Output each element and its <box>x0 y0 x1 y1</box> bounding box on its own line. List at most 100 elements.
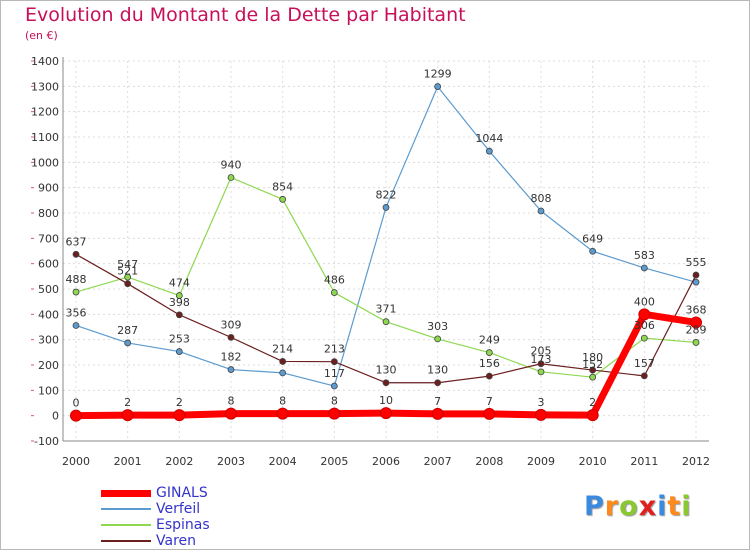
data-label: 7 <box>434 395 441 408</box>
x-tick-label: 2002 <box>165 455 193 468</box>
data-point <box>586 409 599 422</box>
proxiti-logo: Proxiti <box>584 491 692 522</box>
data-point <box>382 318 390 326</box>
y-tick-label: 300 <box>38 334 59 347</box>
data-label: 3 <box>538 396 545 409</box>
chart-subtitle: (en €) <box>25 29 58 42</box>
y-tick-label: 500 <box>38 283 59 296</box>
data-label: 253 <box>169 333 190 346</box>
data-label: 1044 <box>475 132 503 145</box>
data-point <box>535 408 547 421</box>
x-tick-label: 2008 <box>475 455 503 468</box>
x-tick-label: 2004 <box>269 455 297 468</box>
data-label: 854 <box>272 180 293 193</box>
y-tick-label: 1100 <box>31 131 59 144</box>
data-label: 356 <box>66 306 87 319</box>
data-point <box>72 288 80 296</box>
data-point <box>380 407 392 420</box>
data-label: 637 <box>66 235 87 248</box>
data-point <box>640 334 648 342</box>
data-label: 173 <box>531 353 552 366</box>
data-label: 1299 <box>424 68 452 81</box>
data-label: 157 <box>634 357 655 370</box>
data-point <box>227 333 235 341</box>
data-label: 474 <box>169 277 190 290</box>
legend-swatch <box>101 508 151 510</box>
y-tick-label: 400 <box>38 308 59 321</box>
x-tick-label: 2011 <box>630 455 658 468</box>
y-tick-label: 100 <box>38 384 59 397</box>
data-label: 8 <box>279 395 286 408</box>
y-tick-label: 200 <box>38 359 59 372</box>
legend-swatch <box>101 489 151 497</box>
data-point <box>175 348 183 355</box>
data-point <box>72 250 80 258</box>
data-point <box>638 308 651 321</box>
data-label: 205 <box>531 345 552 358</box>
data-point <box>227 366 235 373</box>
data-point <box>434 379 442 387</box>
data-point <box>328 407 341 420</box>
y-tick-label: 900 <box>38 182 59 195</box>
data-point <box>589 247 597 255</box>
data-label: 7 <box>486 395 493 408</box>
legend-label: Espinas <box>156 517 210 533</box>
legend-label: Varen <box>156 533 197 549</box>
data-label: 940 <box>221 159 242 172</box>
data-label: 8 <box>331 395 338 408</box>
legend-swatch <box>101 524 151 526</box>
data-label: 649 <box>582 232 603 245</box>
data-label: 182 <box>221 351 242 364</box>
data-label: 2 <box>124 396 131 409</box>
data-point <box>225 407 237 420</box>
data-point <box>124 273 132 281</box>
data-point <box>124 280 132 288</box>
data-point <box>692 271 700 279</box>
data-label: 486 <box>324 274 345 287</box>
data-point <box>640 372 648 380</box>
data-label: 583 <box>634 249 655 262</box>
data-point <box>640 264 648 272</box>
y-tick-label: 0 <box>52 410 59 423</box>
data-label: 2 <box>589 396 596 409</box>
data-label: 808 <box>531 192 552 205</box>
x-tick-label: 2005 <box>320 455 348 468</box>
data-label: 249 <box>479 334 500 347</box>
data-point <box>382 204 390 211</box>
data-label: 0 <box>73 397 80 410</box>
data-label: 117 <box>324 367 345 380</box>
chart-title: Evolution du Montant de la Dette par Hab… <box>25 4 466 26</box>
x-tick-label: 2012 <box>682 455 710 468</box>
y-tick-label: 700 <box>38 232 59 245</box>
y-tick-label: -100 <box>34 435 59 448</box>
data-label: 289 <box>686 323 707 336</box>
y-tick-label: 1400 <box>31 55 59 68</box>
data-point <box>330 382 338 390</box>
data-label: 371 <box>376 303 397 316</box>
data-label: 303 <box>427 320 448 333</box>
data-label: 521 <box>117 265 138 278</box>
data-point <box>173 409 186 422</box>
x-tick-label: 2007 <box>424 455 452 468</box>
x-tick-label: 2009 <box>527 455 555 468</box>
data-label: 400 <box>634 295 655 308</box>
data-point <box>485 372 493 380</box>
legend-item-ginals: GINALS <box>101 485 208 501</box>
data-label: 214 <box>272 342 293 355</box>
data-point <box>434 335 442 343</box>
data-label: 822 <box>376 188 397 201</box>
data-point <box>72 322 80 329</box>
data-point <box>589 366 597 374</box>
legend-item-espinas: Espinas <box>101 517 210 533</box>
data-label: 368 <box>686 303 707 316</box>
x-tick-label: 2000 <box>62 455 90 468</box>
y-tick-label: 1200 <box>31 106 59 119</box>
data-label: 309 <box>221 318 242 331</box>
x-tick-label: 2001 <box>114 455 142 468</box>
data-point <box>276 407 289 420</box>
data-point <box>121 409 134 422</box>
data-label: 287 <box>117 324 138 337</box>
data-label: 213 <box>324 343 345 356</box>
y-tick-label: 600 <box>38 258 59 271</box>
